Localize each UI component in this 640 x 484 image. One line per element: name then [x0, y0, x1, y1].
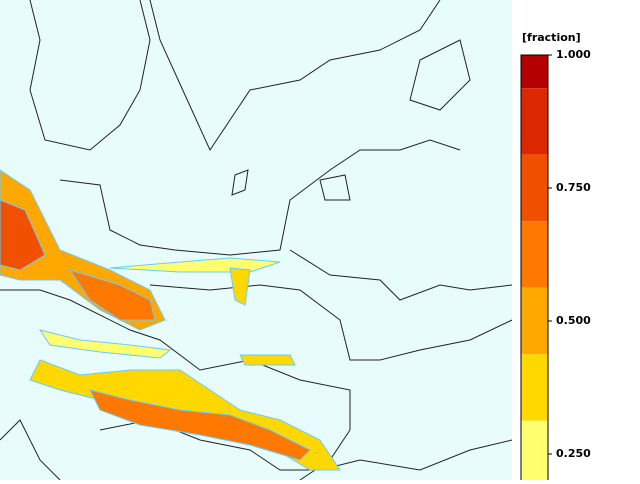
colorbar-band — [521, 221, 548, 288]
colorbar-band — [521, 420, 548, 484]
colorbar-band — [521, 354, 548, 421]
legend-title: [fraction] — [522, 31, 581, 44]
fraction-field — [0, 169, 341, 471]
colorbar-tick-label: 1.000 — [556, 48, 591, 61]
colorbar-band — [521, 287, 548, 355]
map-background — [0, 0, 512, 480]
colorbar-tick-label: 0.750 — [556, 181, 591, 194]
colorbar-band — [521, 55, 548, 89]
colorbar-band — [521, 154, 548, 222]
colorbar-band — [521, 88, 548, 155]
colorbar-tick-label: 0.500 — [556, 314, 591, 327]
colorbar-tick-label: 0.250 — [556, 447, 591, 460]
